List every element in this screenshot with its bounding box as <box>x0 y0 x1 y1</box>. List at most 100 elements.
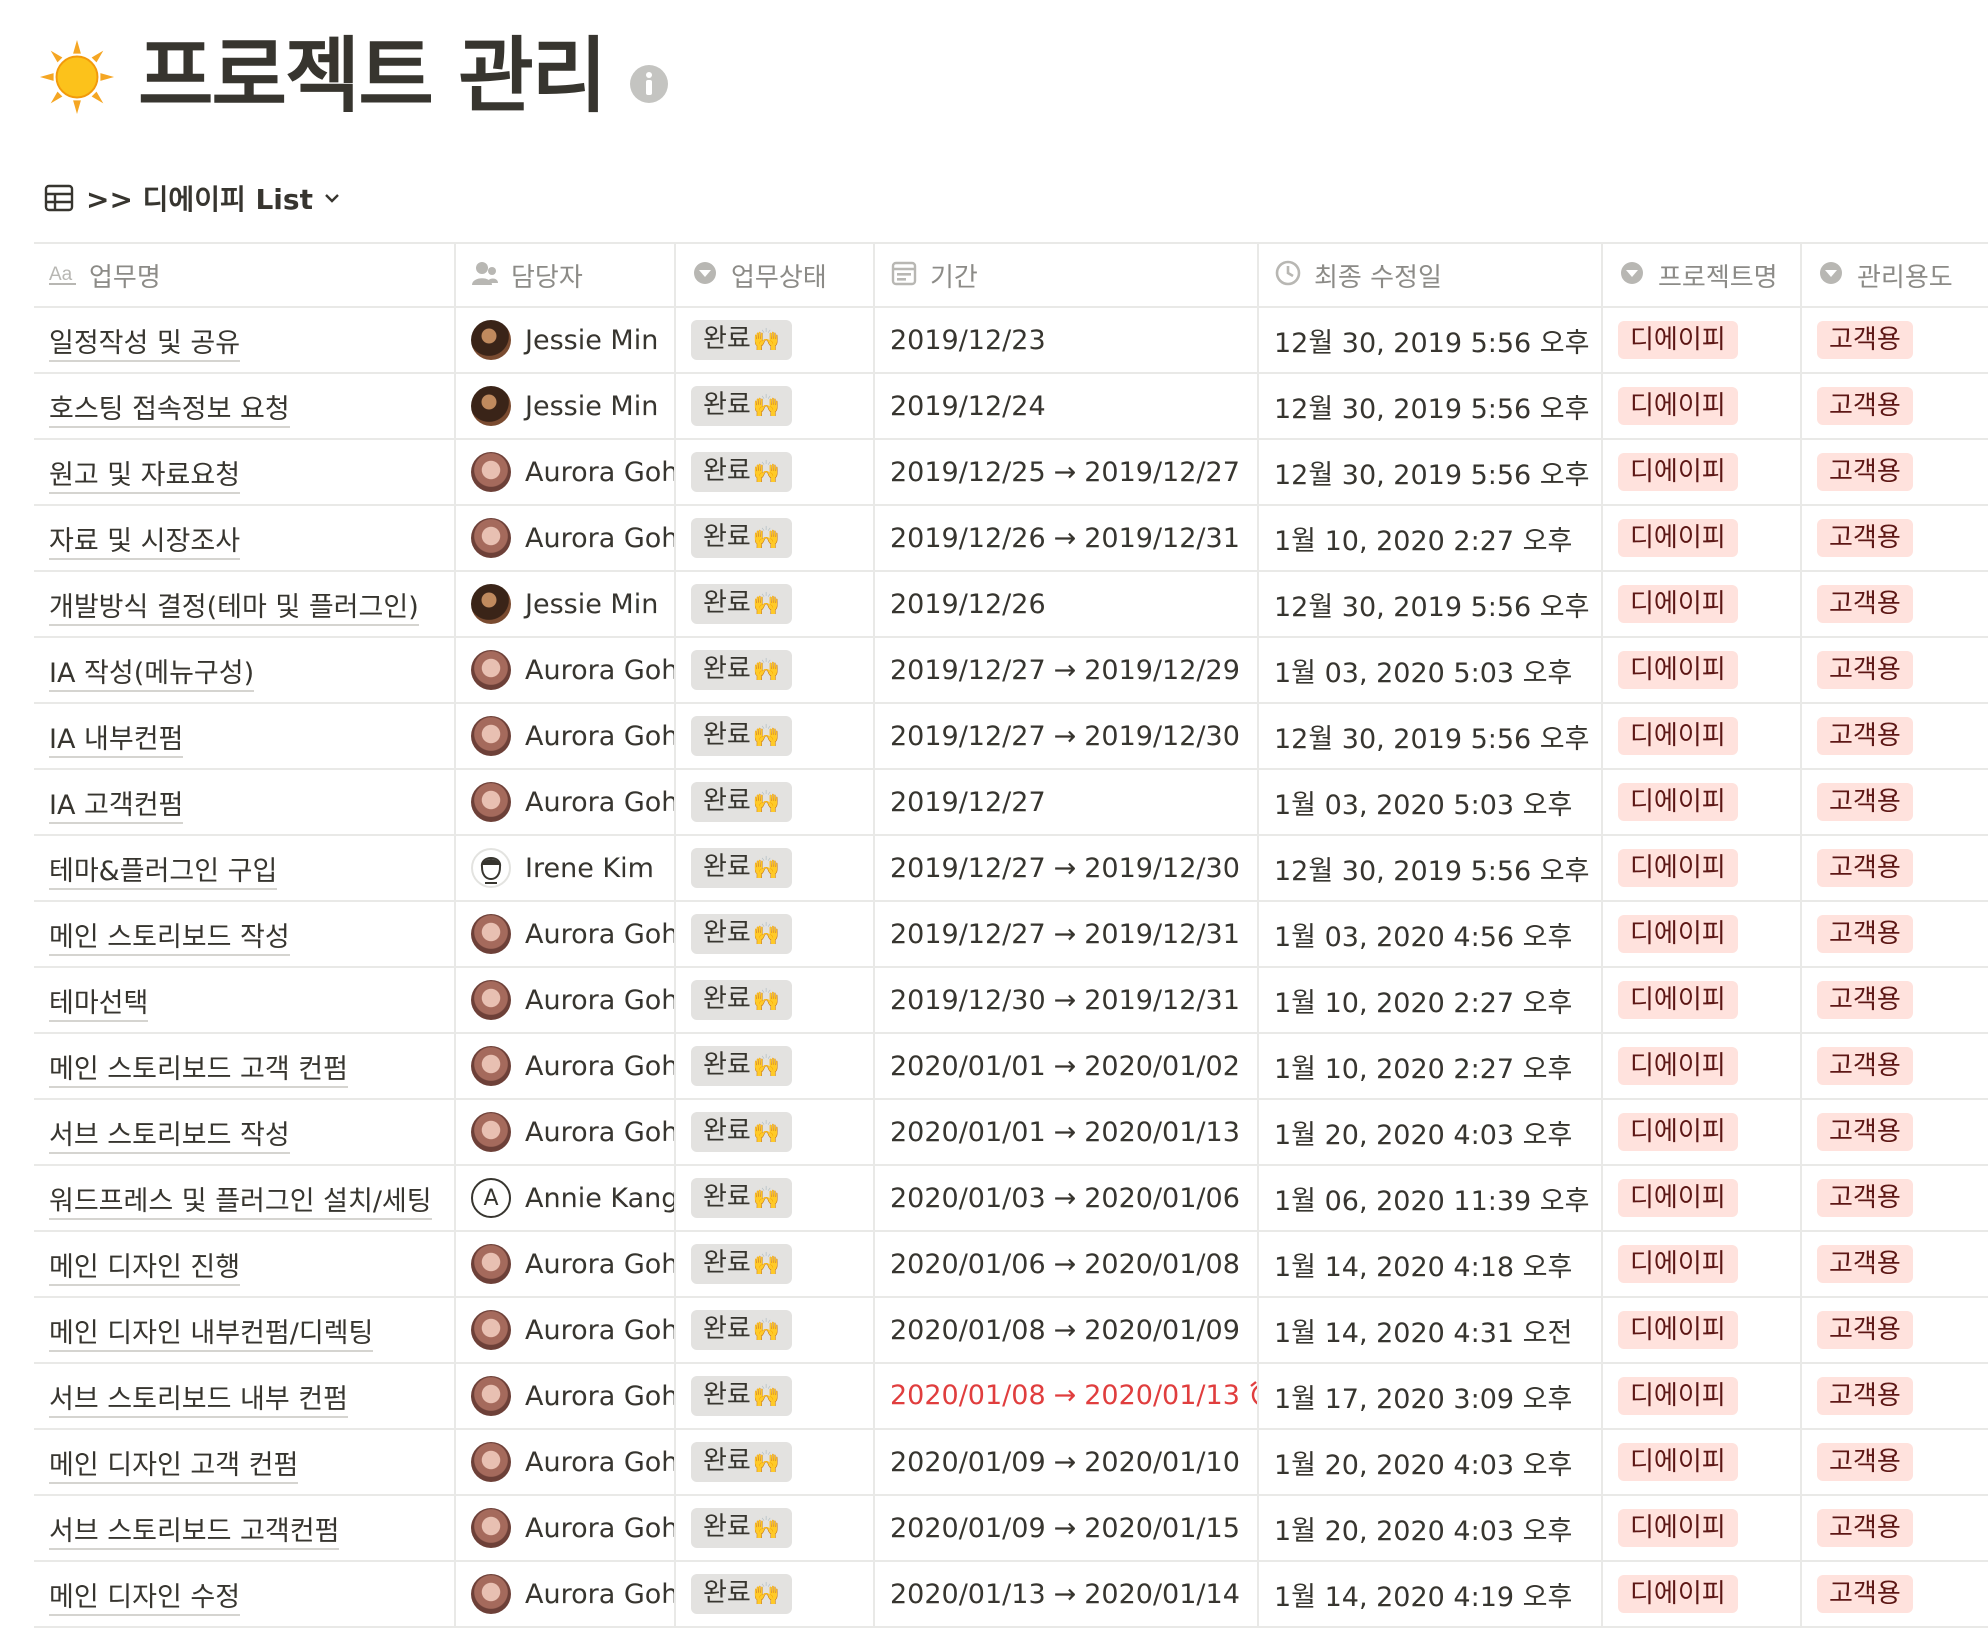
cell-assignee[interactable]: Aurora Goh <box>455 637 676 704</box>
person-chip[interactable]: Aurora Goh <box>471 1310 673 1350</box>
usage-tag[interactable]: 고객용 <box>1817 849 1913 887</box>
usage-tag[interactable]: 고객용 <box>1817 1179 1913 1217</box>
cell-period[interactable]: 2020/01/03 → 2020/01/06 <box>874 1165 1259 1232</box>
task-name-link[interactable]: 서브 스토리보드 내부 컨펌 <box>49 1383 348 1418</box>
status-tag[interactable]: 완료🙌 <box>691 320 793 360</box>
person-chip[interactable]: A Annie Kang <box>471 1178 673 1218</box>
cell-usage[interactable]: 고객용 <box>1801 1495 1988 1562</box>
cell-period[interactable]: 2020/01/01 → 2020/01/13 <box>874 1099 1259 1166</box>
cell-status[interactable]: 완료🙌 <box>675 1099 875 1166</box>
cell-project[interactable]: 디에이피 <box>1602 769 1802 836</box>
column-header-edited[interactable]: 최종 수정일 <box>1258 243 1603 308</box>
cell-assignee[interactable]: Aurora Goh <box>455 769 676 836</box>
cell-status[interactable]: 완료🙌 <box>675 1165 875 1232</box>
task-name-link[interactable]: 호스팅 접속정보 요청 <box>49 393 290 428</box>
cell-project[interactable]: 디에이피 <box>1602 1429 1802 1496</box>
cell-project[interactable]: 디에이피 <box>1602 967 1802 1034</box>
task-name-link[interactable]: 메인 디자인 진행 <box>49 1251 241 1286</box>
cell-project[interactable]: 디에이피 <box>1602 571 1802 638</box>
project-tag[interactable]: 디에이피 <box>1618 783 1738 821</box>
task-name-link[interactable]: 워드프레스 및 플러그인 설치/세팅 <box>49 1185 432 1220</box>
cell-project[interactable]: 디에이피 <box>1602 1231 1802 1298</box>
status-tag[interactable]: 완료🙌 <box>691 914 793 954</box>
project-tag[interactable]: 디에이피 <box>1618 585 1738 623</box>
project-tag[interactable]: 디에이피 <box>1618 915 1738 953</box>
cell-project[interactable]: 디에이피 <box>1602 1561 1802 1628</box>
cell-project[interactable]: 디에이피 <box>1602 835 1802 902</box>
cell-assignee[interactable]: Jessie Min <box>455 307 676 374</box>
cell-usage[interactable]: 고객용 <box>1801 571 1988 638</box>
column-header-period[interactable]: 기간 <box>874 243 1259 308</box>
task-name-link[interactable]: 테마&플러그인 구입 <box>49 855 278 890</box>
cell-project[interactable]: 디에이피 <box>1602 307 1802 374</box>
table-row[interactable]: 호스팅 접속정보 요청 Jessie Min 완료🙌 2019/12/24 12월 30… <box>34 373 1988 440</box>
cell-name[interactable]: 메인 스토리보드 작성 <box>34 901 456 968</box>
cell-name[interactable]: 메인 디자인 수정 <box>34 1561 456 1628</box>
status-tag[interactable]: 완료🙌 <box>691 1244 793 1284</box>
cell-status[interactable]: 완료🙌 <box>675 1363 875 1430</box>
project-tag[interactable]: 디에이피 <box>1618 1377 1738 1415</box>
project-tag[interactable]: 디에이피 <box>1618 321 1738 359</box>
usage-tag[interactable]: 고객용 <box>1817 387 1913 425</box>
table-row[interactable]: 서브 스토리보드 작성 Aurora Goh 완료🙌 2020/01/01 → 2020/… <box>34 1099 1988 1166</box>
cell-period[interactable]: 2020/01/13 → 2020/01/14 <box>874 1561 1259 1628</box>
cell-period[interactable]: 2019/12/26 → 2019/12/31 <box>874 505 1259 572</box>
status-tag[interactable]: 완료🙌 <box>691 980 793 1020</box>
cell-assignee[interactable]: A Annie Kang <box>455 1165 676 1232</box>
status-tag[interactable]: 완료🙌 <box>691 848 793 888</box>
cell-period[interactable]: 2020/01/09 → 2020/01/10 <box>874 1429 1259 1496</box>
column-header-name[interactable]: Aa 업무명 <box>34 243 456 308</box>
cell-name[interactable]: 서브 스토리보드 내부 컨펌 <box>34 1363 456 1430</box>
status-tag[interactable]: 완료🙌 <box>691 782 793 822</box>
usage-tag[interactable]: 고객용 <box>1817 1245 1913 1283</box>
table-row[interactable]: 메인 디자인 내부컨펌/디렉팅 Aurora Goh 완료🙌 2020/01/08 → 2… <box>34 1297 1988 1364</box>
person-chip[interactable]: Jessie Min <box>471 386 659 426</box>
cell-name[interactable]: IA 작성(메뉴구성) <box>34 637 456 704</box>
table-row[interactable]: 서브 스토리보드 내부 컨펌 Aurora Goh 완료🙌 2020/01/08 → 20… <box>34 1363 1988 1430</box>
cell-project[interactable]: 디에이피 <box>1602 1099 1802 1166</box>
cell-assignee[interactable]: Aurora Goh <box>455 1297 676 1364</box>
table-row[interactable]: 메인 스토리보드 작성 Aurora Goh 완료🙌 2019/12/27 → 2019/… <box>34 901 1988 968</box>
cell-usage[interactable]: 고객용 <box>1801 1561 1988 1628</box>
table-row[interactable]: IA 작성(메뉴구성) Aurora Goh 완료🙌 2019/12/27 → 2019/… <box>34 637 1988 704</box>
cell-name[interactable]: 서브 스토리보드 작성 <box>34 1099 456 1166</box>
sun-icon[interactable] <box>38 38 116 116</box>
usage-tag[interactable]: 고객용 <box>1817 915 1913 953</box>
cell-assignee[interactable]: Aurora Goh <box>455 1231 676 1298</box>
cell-usage[interactable]: 고객용 <box>1801 901 1988 968</box>
cell-period[interactable]: 2019/12/27 → 2019/12/29 <box>874 637 1259 704</box>
table-row[interactable]: 서브 스토리보드 고객컨펌 Aurora Goh 완료🙌 2020/01/09 → 202… <box>34 1495 1988 1562</box>
cell-period[interactable]: 2019/12/27 → 2019/12/31 <box>874 901 1259 968</box>
cell-assignee[interactable]: Aurora Goh <box>455 703 676 770</box>
cell-name[interactable]: IA 내부컨펌 <box>34 703 456 770</box>
cell-status[interactable]: 완료🙌 <box>675 505 875 572</box>
usage-tag[interactable]: 고객용 <box>1817 1311 1913 1349</box>
task-name-link[interactable]: 원고 및 자료요청 <box>49 459 241 494</box>
status-tag[interactable]: 완료🙌 <box>691 452 793 492</box>
cell-usage[interactable]: 고객용 <box>1801 307 1988 374</box>
info-icon[interactable] <box>629 64 669 104</box>
cell-status[interactable]: 완료🙌 <box>675 835 875 902</box>
cell-status[interactable]: 완료🙌 <box>675 769 875 836</box>
table-row[interactable]: 테마&플러그인 구입 Irene Kim 완료🙌 2019/12/27 → 2019/12… <box>34 835 1988 902</box>
usage-tag[interactable]: 고객용 <box>1817 585 1913 623</box>
cell-usage[interactable]: 고객용 <box>1801 769 1988 836</box>
column-header-assignee[interactable]: 담당자 <box>455 243 676 308</box>
project-tag[interactable]: 디에이피 <box>1618 849 1738 887</box>
task-name-link[interactable]: 서브 스토리보드 고객컨펌 <box>49 1515 340 1550</box>
cell-status[interactable]: 완료🙌 <box>675 967 875 1034</box>
person-chip[interactable]: Jessie Min <box>471 584 659 624</box>
project-tag[interactable]: 디에이피 <box>1618 387 1738 425</box>
table-row[interactable]: IA 고객컨펌 Aurora Goh 완료🙌 2019/12/27 1월 03, 202… <box>34 769 1988 836</box>
person-chip[interactable]: Aurora Goh <box>471 980 673 1020</box>
table-row[interactable]: 메인 디자인 고객 컨펌 Aurora Goh 완료🙌 2020/01/09 → 2020… <box>34 1429 1988 1496</box>
cell-period[interactable]: 2019/12/24 <box>874 373 1259 440</box>
cell-status[interactable]: 완료🙌 <box>675 439 875 506</box>
table-row[interactable]: 테마선택 Aurora Goh 완료🙌 2019/12/30 → 2019/12/31 1월… <box>34 967 1988 1034</box>
status-tag[interactable]: 완료🙌 <box>691 1574 793 1614</box>
cell-usage[interactable]: 고객용 <box>1801 1297 1988 1364</box>
status-tag[interactable]: 완료🙌 <box>691 1442 793 1482</box>
table-row[interactable]: 메인 스토리보드 고객 컨펌 Aurora Goh 완료🙌 2020/01/01 → 20… <box>34 1033 1988 1100</box>
cell-period[interactable]: 2019/12/27 <box>874 769 1259 836</box>
table-row[interactable]: 개발방식 결정(테마 및 플러그인) Jessie Min 완료🙌 2019/12/2… <box>34 571 1988 638</box>
